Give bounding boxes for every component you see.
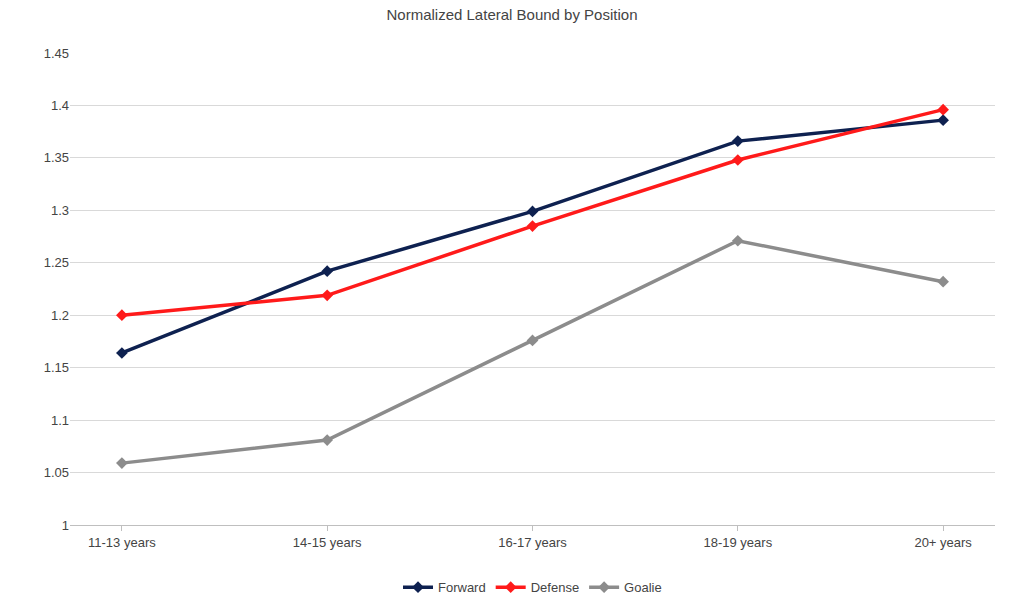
svg-text:1.25: 1.25 (44, 255, 69, 270)
svg-text:16-17 years: 16-17 years (498, 535, 567, 550)
svg-text:11-13 years: 11-13 years (88, 535, 156, 550)
svg-text:14-15 years: 14-15 years (293, 535, 362, 550)
svg-text:1.2: 1.2 (51, 308, 69, 323)
svg-text:Defense: Defense (531, 580, 579, 595)
svg-text:Normalized Lateral Bound by Po: Normalized Lateral Bound by Position (387, 6, 638, 23)
svg-text:1: 1 (62, 518, 69, 533)
svg-text:1.45: 1.45 (44, 46, 69, 61)
svg-text:1.05: 1.05 (44, 465, 69, 480)
svg-text:1.35: 1.35 (44, 150, 69, 165)
svg-text:Forward: Forward (438, 580, 486, 595)
svg-text:20+ years: 20+ years (914, 535, 972, 550)
svg-text:18-19 years: 18-19 years (703, 535, 772, 550)
svg-text:1.3: 1.3 (51, 203, 69, 218)
svg-text:1.1: 1.1 (51, 413, 69, 428)
svg-text:1.15: 1.15 (44, 360, 69, 375)
svg-text:Goalie: Goalie (624, 580, 662, 595)
svg-text:1.4: 1.4 (51, 98, 69, 113)
